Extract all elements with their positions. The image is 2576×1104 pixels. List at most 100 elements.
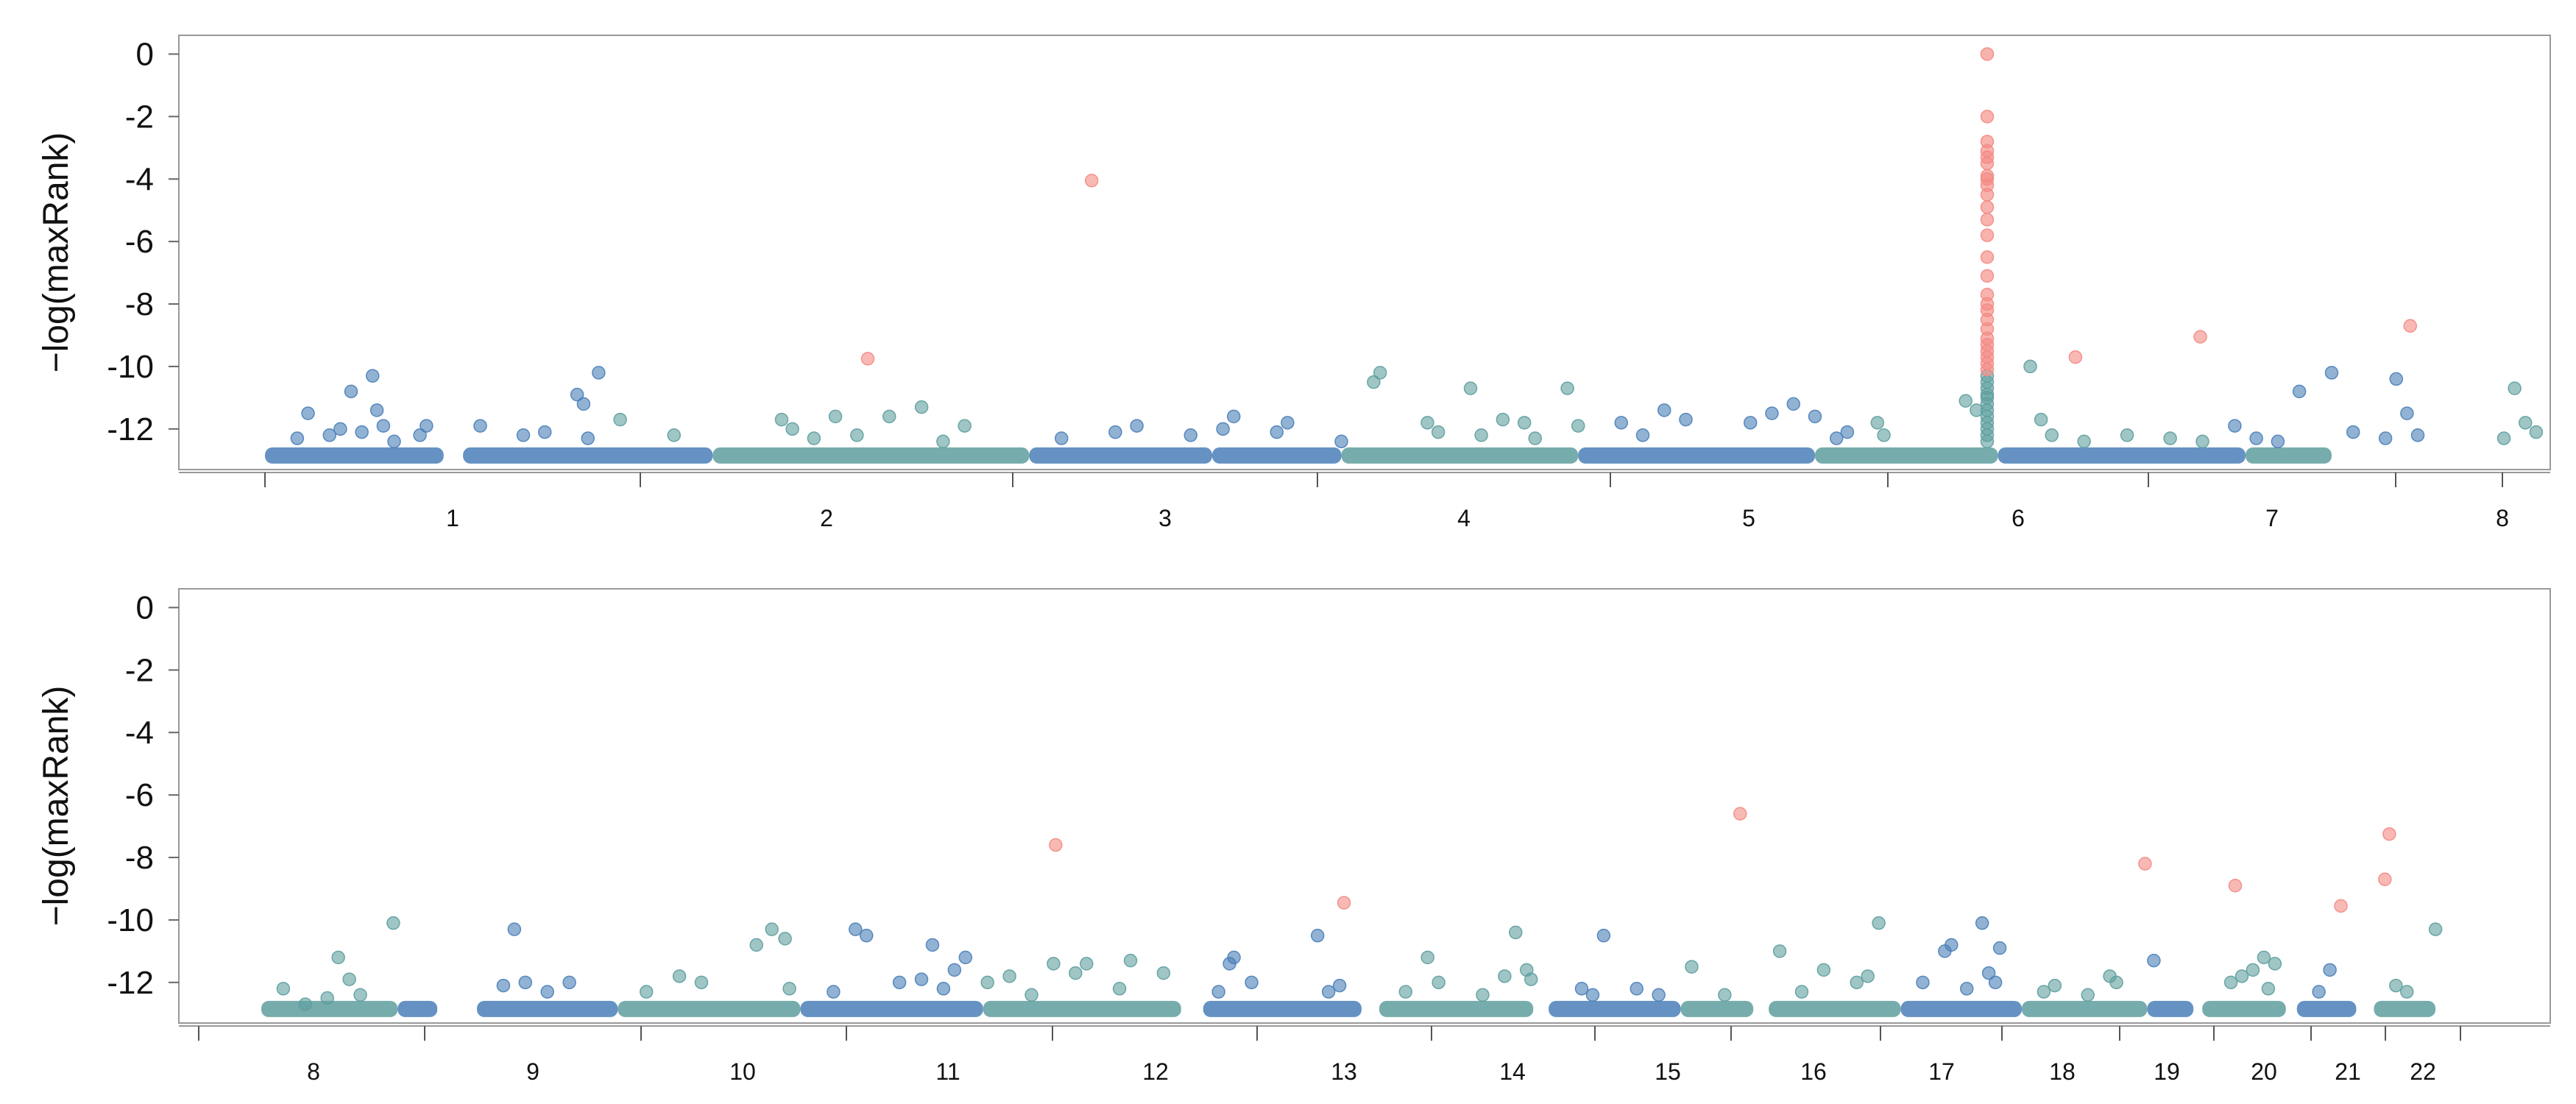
data-point	[507, 922, 522, 936]
data-point	[2410, 428, 2425, 442]
data-point	[2428, 922, 2443, 936]
data-point	[298, 997, 313, 1011]
data-point	[333, 422, 347, 436]
data-point	[2228, 419, 2242, 433]
data-point	[2271, 434, 2285, 449]
data-point	[936, 982, 951, 996]
x-tick-label: 10	[729, 1058, 756, 1085]
data-point	[774, 412, 789, 427]
data-point	[1958, 394, 1972, 408]
data-point	[2068, 350, 2083, 364]
x-axis-top: 1 2 3 4 5 6 7 8	[179, 472, 2550, 531]
data-point	[850, 428, 864, 442]
data-point	[2378, 431, 2393, 445]
baseline-band	[1029, 447, 1212, 464]
data-point	[1830, 431, 1844, 445]
data-point	[518, 975, 533, 990]
x-tick-label: 8	[2496, 505, 2509, 531]
x-tick-label: 5	[1742, 505, 1755, 531]
data-point	[1496, 412, 1510, 427]
data-point	[1975, 916, 1989, 930]
data-point	[1980, 269, 1995, 283]
data-point	[1123, 953, 1138, 968]
data-point	[1227, 409, 1241, 424]
baseline-band	[712, 447, 1030, 464]
x-tick-label: 21	[2335, 1058, 2361, 1085]
data-point	[1816, 963, 1831, 977]
data-point	[562, 975, 576, 990]
y-axis-label-top: −log(maxRank)	[37, 132, 76, 373]
data-point	[2048, 978, 2062, 993]
data-point	[355, 425, 369, 439]
data-point	[749, 938, 763, 952]
data-point	[1069, 966, 1083, 980]
data-point	[1025, 988, 1038, 1002]
x-tick-label: 20	[2251, 1058, 2277, 1085]
data-point	[1211, 985, 1225, 999]
data-point	[1772, 944, 1787, 958]
data-point	[2045, 428, 2059, 442]
data-point	[2292, 384, 2307, 399]
x-tick-label: 3	[1158, 505, 1172, 531]
data-point	[386, 916, 400, 930]
data-point	[2400, 985, 2414, 999]
y-tick-label: -2	[125, 652, 154, 688]
x-tick-label: 16	[1800, 1058, 1827, 1085]
data-point	[782, 982, 796, 996]
x-tick-label: 17	[1928, 1058, 1955, 1085]
data-point	[667, 428, 681, 442]
x-tick-label: 14	[1499, 1058, 1526, 1085]
data-point	[2037, 985, 2051, 999]
data-point	[1630, 982, 1643, 996]
data-point	[1916, 975, 1930, 990]
baseline-band	[1203, 1000, 1362, 1017]
data-point	[958, 950, 973, 965]
data-point	[1877, 428, 1891, 442]
data-points-bottom	[276, 807, 2443, 1011]
plot-frame-bottom	[178, 588, 2551, 1024]
data-point	[2246, 963, 2260, 977]
data-point	[376, 419, 391, 433]
x-tick-label: 9	[526, 1058, 539, 1085]
data-point	[320, 991, 334, 1005]
data-point	[947, 963, 962, 977]
data-point	[1321, 985, 1336, 999]
data-point	[2081, 988, 2095, 1002]
data-point	[613, 412, 627, 427]
baseline-band	[2246, 447, 2332, 464]
data-point	[1420, 950, 1434, 965]
data-point	[2312, 985, 2326, 999]
x-tick-label: 11	[935, 1058, 960, 1085]
data-point	[1528, 431, 1542, 445]
data-point	[1980, 434, 1995, 449]
baseline-band	[477, 1000, 618, 1017]
baseline-band	[1815, 447, 1998, 464]
data-point	[694, 975, 709, 990]
data-point	[1870, 416, 1885, 430]
y-tick-label: -8	[125, 286, 154, 322]
data-point	[301, 406, 315, 420]
x-tick-label: 22	[2410, 1058, 2436, 1085]
data-point	[1574, 982, 1589, 996]
data-point	[1310, 928, 1325, 943]
data-point	[540, 985, 554, 999]
data-point	[828, 409, 843, 424]
data-point	[1679, 412, 1693, 427]
data-point	[2234, 969, 2249, 983]
data-point	[1398, 985, 1413, 999]
data-point	[1367, 375, 1381, 389]
data-point	[276, 982, 291, 996]
data-point	[1980, 362, 1995, 377]
data-point	[1980, 228, 1995, 242]
data-point	[1635, 428, 1650, 442]
data-point	[1861, 969, 1875, 983]
data-point	[2257, 950, 2271, 965]
y-tick-label: -4	[125, 161, 154, 197]
baseline-band	[1998, 447, 2246, 464]
data-point	[778, 932, 792, 946]
data-point	[1652, 988, 1666, 1002]
x-tick-label: 19	[2154, 1058, 2180, 1085]
baseline-band	[2022, 1000, 2148, 1017]
baseline-band	[1900, 1000, 2022, 1017]
data-point	[1183, 428, 1197, 442]
